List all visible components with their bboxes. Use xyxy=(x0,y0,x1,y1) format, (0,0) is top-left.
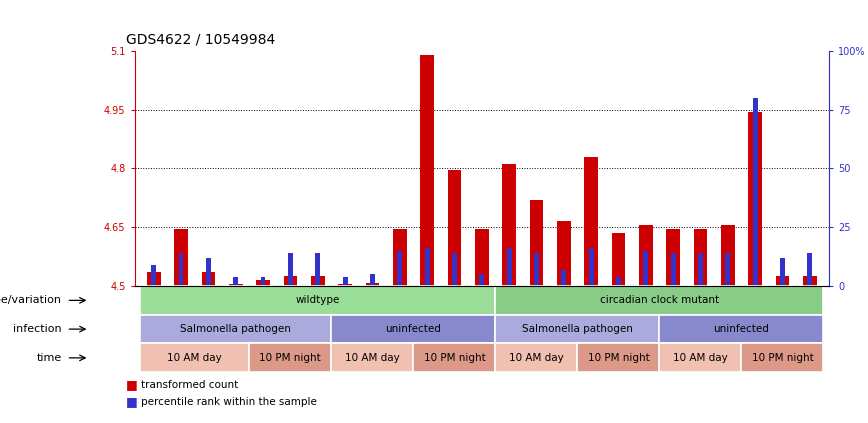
Bar xyxy=(698,253,703,286)
Text: transformed count: transformed count xyxy=(141,380,239,390)
Bar xyxy=(612,233,625,286)
Text: time: time xyxy=(36,353,62,363)
Bar xyxy=(616,277,621,286)
Bar xyxy=(557,221,570,286)
Bar xyxy=(741,343,824,372)
Bar xyxy=(284,276,297,286)
Text: uninfected: uninfected xyxy=(713,324,769,334)
Text: 10 AM day: 10 AM day xyxy=(509,353,564,363)
Text: wildtype: wildtype xyxy=(295,295,340,305)
Bar xyxy=(332,343,413,372)
Bar xyxy=(174,229,187,286)
Bar xyxy=(753,98,758,286)
Bar xyxy=(343,277,347,286)
Bar xyxy=(229,284,242,286)
Bar xyxy=(694,229,707,286)
Bar xyxy=(448,170,461,286)
Bar xyxy=(479,274,484,286)
Text: uninfected: uninfected xyxy=(385,324,441,334)
Bar xyxy=(639,225,653,286)
Bar xyxy=(807,253,812,286)
Bar xyxy=(339,284,352,286)
Bar xyxy=(288,253,293,286)
Bar xyxy=(577,343,660,372)
Bar xyxy=(233,277,238,286)
Bar xyxy=(496,315,660,343)
Bar xyxy=(496,286,824,315)
Text: 10 AM day: 10 AM day xyxy=(168,353,222,363)
Text: 10 PM night: 10 PM night xyxy=(424,353,485,363)
Bar xyxy=(398,251,402,286)
Text: 10 PM night: 10 PM night xyxy=(260,353,321,363)
Bar xyxy=(529,200,543,286)
Bar xyxy=(748,112,762,286)
Bar xyxy=(140,315,332,343)
Bar xyxy=(776,276,789,286)
Text: infection: infection xyxy=(13,324,62,334)
Text: ■: ■ xyxy=(126,379,141,391)
Bar xyxy=(413,343,496,372)
Text: percentile rank within the sample: percentile rank within the sample xyxy=(141,397,318,407)
Bar xyxy=(249,343,332,372)
Bar xyxy=(496,343,577,372)
Bar xyxy=(151,265,156,286)
Text: GDS4622 / 10549984: GDS4622 / 10549984 xyxy=(126,33,275,47)
Bar xyxy=(507,248,511,286)
Bar xyxy=(726,253,730,286)
Bar xyxy=(256,280,270,286)
Bar xyxy=(201,272,215,286)
Bar xyxy=(667,229,680,286)
Bar xyxy=(534,253,539,286)
Bar xyxy=(780,258,785,286)
Bar xyxy=(660,343,741,372)
Bar xyxy=(452,253,457,286)
Bar xyxy=(584,157,598,286)
Bar xyxy=(311,276,325,286)
Text: Salmonella pathogen: Salmonella pathogen xyxy=(181,324,291,334)
Text: circadian clock mutant: circadian clock mutant xyxy=(600,295,719,305)
Bar xyxy=(260,277,266,286)
Bar xyxy=(589,248,594,286)
Bar xyxy=(475,229,489,286)
Text: 10 AM day: 10 AM day xyxy=(345,353,400,363)
Bar xyxy=(140,343,249,372)
Text: 10 PM night: 10 PM night xyxy=(752,353,813,363)
Bar xyxy=(643,251,648,286)
Bar xyxy=(671,253,675,286)
Text: ■: ■ xyxy=(126,396,141,408)
Bar xyxy=(503,165,516,286)
Bar xyxy=(147,272,161,286)
Bar xyxy=(206,258,211,286)
Bar xyxy=(393,229,406,286)
Bar xyxy=(424,248,430,286)
Bar xyxy=(721,225,734,286)
Text: genotype/variation: genotype/variation xyxy=(0,295,62,305)
Bar xyxy=(365,283,379,286)
Text: Salmonella pathogen: Salmonella pathogen xyxy=(522,324,633,334)
Bar xyxy=(315,253,320,286)
Bar xyxy=(332,315,496,343)
Text: 10 AM day: 10 AM day xyxy=(673,353,728,363)
Bar xyxy=(370,274,375,286)
Bar xyxy=(140,286,496,315)
Bar xyxy=(803,276,817,286)
Bar xyxy=(420,55,434,286)
Bar xyxy=(562,269,566,286)
Bar xyxy=(179,253,183,286)
Bar xyxy=(660,315,824,343)
Text: 10 PM night: 10 PM night xyxy=(588,353,649,363)
